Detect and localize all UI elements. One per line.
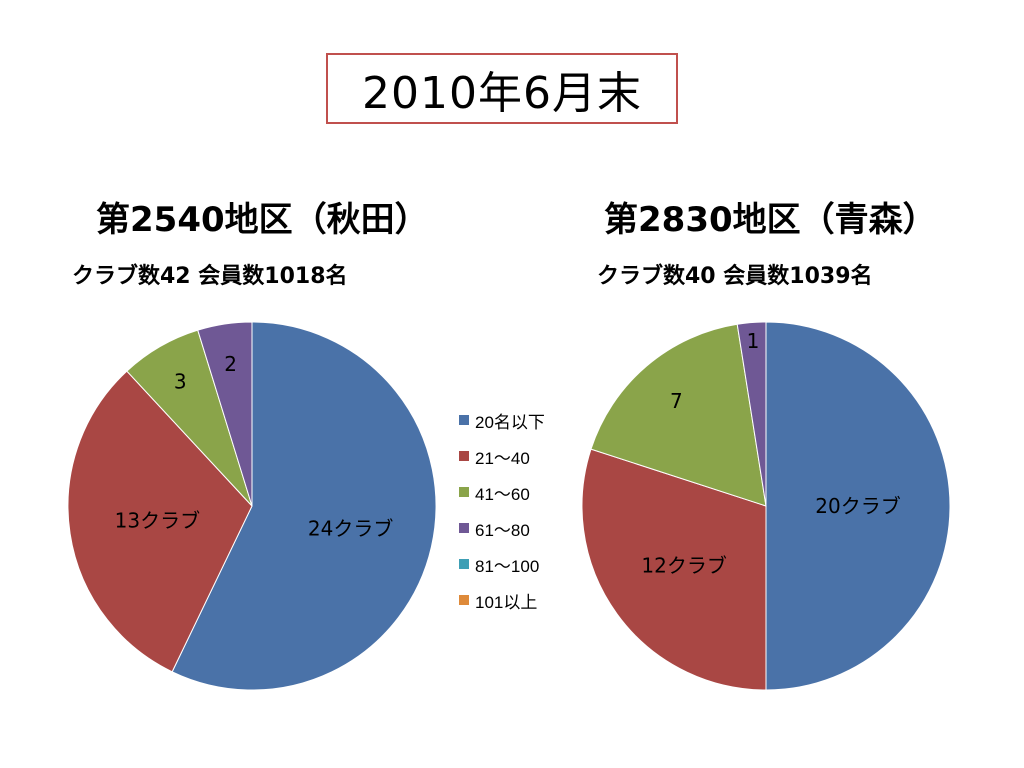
region-title-aomori: 第2830地区（青森）	[604, 200, 937, 240]
legend-item: 81〜100	[459, 546, 579, 582]
legend-label: 21〜40	[475, 448, 530, 468]
legend-label: 61〜80	[475, 520, 530, 540]
pie-data-label: 7	[670, 389, 683, 413]
legend-swatch	[459, 523, 469, 533]
pie-slice	[197, 321, 253, 507]
pie-slice	[581, 448, 767, 691]
pie-slice	[590, 323, 767, 507]
region-subtitle-akita: クラブ数42 会員数1018名	[72, 264, 348, 289]
legend-swatch	[459, 559, 469, 569]
legend-label: 101以上	[475, 592, 538, 612]
pie-slice	[171, 321, 437, 691]
region-subtitle-aomori: クラブ数40 会員数1039名	[597, 264, 873, 289]
legend-label: 41〜60	[475, 484, 530, 504]
pie-data-label: 1	[747, 329, 760, 353]
legend-item: 41〜60	[459, 474, 579, 510]
pie-data-label: 3	[174, 370, 187, 394]
legend-swatch	[459, 415, 469, 425]
pie-data-label: 20クラブ	[815, 494, 900, 518]
pie-slice	[765, 321, 951, 691]
legend-item: 20名以下	[459, 402, 579, 438]
pie-slice	[736, 321, 767, 507]
legend-label: 20名以下	[475, 412, 545, 432]
legend-item: 21〜40	[459, 438, 579, 474]
region-title-akita: 第2540地区（秋田）	[96, 200, 429, 240]
legend-item: 61〜80	[459, 510, 579, 546]
page-title: 2010年6月末	[326, 53, 678, 124]
legend-swatch	[459, 487, 469, 497]
legend-swatch	[459, 595, 469, 605]
legend-item: 101以上	[459, 582, 579, 618]
legend-swatch	[459, 451, 469, 461]
pie-data-label: 13クラブ	[115, 508, 200, 532]
pie-data-label: 2	[224, 352, 237, 376]
pie-data-label: 12クラブ	[641, 553, 726, 577]
chart-legend: 20名以下 21〜40 41〜60 61〜80 81〜100 101以上	[459, 402, 579, 618]
legend-label: 81〜100	[475, 556, 540, 576]
pie-slice	[67, 370, 253, 673]
pie-data-label: 24クラブ	[308, 517, 393, 541]
